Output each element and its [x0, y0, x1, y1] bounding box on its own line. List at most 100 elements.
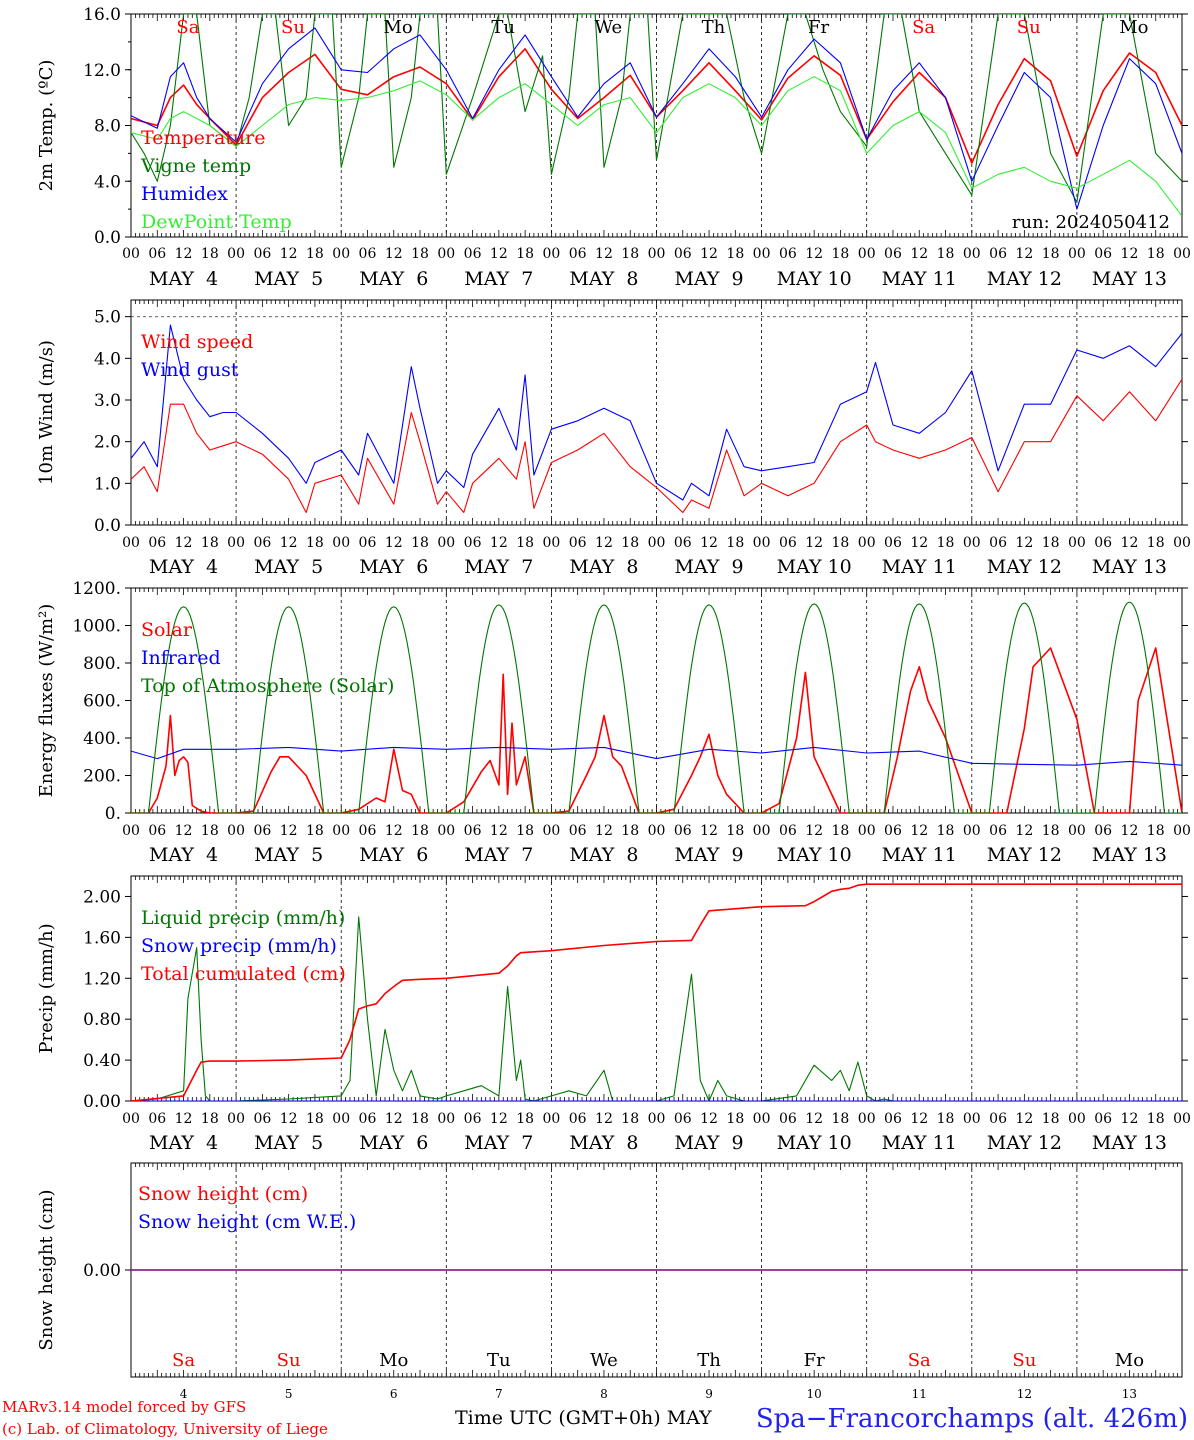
hour-label: 00 [648, 823, 666, 839]
hour-label: 12 [280, 1111, 298, 1127]
hour-label: 12 [1121, 246, 1139, 262]
hour-label: 12 [700, 535, 718, 551]
date-label: MAY 11 [882, 1132, 957, 1154]
hour-label: 06 [359, 1111, 377, 1127]
day-number-label: 6 [390, 1387, 398, 1401]
hour-label: 00 [437, 246, 455, 262]
hour-label: 12 [910, 535, 928, 551]
hour-label: 12 [910, 823, 928, 839]
legend-entry-temperature: Temperature [141, 127, 265, 149]
hour-label: 06 [1094, 535, 1112, 551]
hour-label: 12 [175, 1111, 193, 1127]
hour-label: 00 [1068, 246, 1086, 262]
date-label: MAY 8 [569, 1132, 638, 1154]
hour-label: 18 [306, 1111, 324, 1127]
y-tick-label: 0. [105, 804, 121, 824]
panel-1: 0.0 4.0 8.0 12.0 16.0 2m Temp. (ºC) Temperatur… [36, 5, 1191, 290]
date-label: MAY 5 [254, 556, 323, 578]
y-axis-label: 10m Wind (m/s) [36, 340, 57, 485]
y-tick-label: 4.0 [94, 349, 121, 369]
day-number-label: 8 [600, 1387, 608, 1401]
date-label: MAY 11 [882, 268, 957, 290]
date-label: MAY 8 [569, 844, 638, 866]
hour-label: 12 [910, 246, 928, 262]
y-tick-label: 16.0 [83, 5, 121, 25]
date-label: MAY 13 [1092, 844, 1167, 866]
run-label: run: 2024050412 [1012, 212, 1170, 233]
hour-label: 00 [542, 823, 560, 839]
hour-label: 12 [490, 246, 508, 262]
hour-label: 12 [805, 1111, 823, 1127]
hour-label: 12 [1015, 246, 1033, 262]
hour-label: 06 [989, 823, 1007, 839]
hour-label: 12 [490, 823, 508, 839]
date-label: MAY 12 [987, 844, 1062, 866]
date-label: MAY 9 [674, 556, 743, 578]
hour-label: 00 [858, 1111, 876, 1127]
legend-entry-total-cumulated-cm: Total cumulated (cm) [141, 963, 346, 985]
hour-label: 06 [779, 246, 797, 262]
date-label: MAY 8 [569, 268, 638, 290]
hour-label: 00 [122, 246, 140, 262]
date-label: MAY 6 [359, 268, 428, 290]
hour-label: 00 [1068, 1111, 1086, 1127]
hour-label: 12 [385, 535, 403, 551]
credit-line-1: MARv3.14 model forced by GFS [2, 1398, 246, 1416]
plot-frame [130, 299, 1183, 526]
hour-label: 00 [437, 535, 455, 551]
hour-label: 18 [726, 823, 744, 839]
y-tick-label: 600. [83, 692, 121, 712]
hour-label: 18 [1147, 823, 1165, 839]
hour-label: 00 [963, 535, 981, 551]
hour-label: 18 [306, 246, 324, 262]
weekday-label: Su [1012, 1350, 1036, 1371]
y-tick-label: 8.0 [94, 117, 121, 137]
y-tick-label: 1.20 [83, 969, 121, 989]
hour-label: 12 [280, 823, 298, 839]
hour-label: 18 [937, 246, 955, 262]
hour-label: 12 [700, 823, 718, 839]
hour-label: 12 [595, 246, 613, 262]
hour-label: 00 [122, 823, 140, 839]
hour-label: 00 [963, 823, 981, 839]
hour-label: 18 [201, 535, 219, 551]
series-group [131, 324, 1182, 514]
y-tick-label: 5.0 [94, 308, 121, 328]
hour-label: 12 [595, 535, 613, 551]
hour-label: 00 [963, 246, 981, 262]
series-line-vigne-temp [131, 14, 1182, 203]
legend-entry-vigne-temp: Vigne temp [140, 155, 251, 177]
hour-label: 18 [201, 246, 219, 262]
date-label: MAY 7 [464, 556, 533, 578]
hour-label: 00 [858, 535, 876, 551]
panel-2: 0.0 1.0 2.0 3.0 4.0 5.0 10m Wind (m/s) Wind spe… [36, 299, 1191, 578]
hour-label: 00 [753, 535, 771, 551]
y-tick-label: 4.0 [94, 172, 121, 192]
hour-label: 18 [1042, 1111, 1060, 1127]
hour-label: 00 [227, 823, 245, 839]
hour-label: 06 [989, 1111, 1007, 1127]
hour-label: 00 [227, 1111, 245, 1127]
hour-label: 06 [148, 1111, 166, 1127]
hour-label: 06 [253, 246, 271, 262]
hour-label: 00 [542, 246, 560, 262]
hour-label: 06 [779, 1111, 797, 1127]
y-tick-label: 200. [83, 767, 121, 787]
date-label: MAY 13 [1092, 556, 1167, 578]
date-label: MAY 10 [777, 844, 852, 866]
legend-entry-liquid-precip-mm-h: Liquid precip (mm/h) [141, 907, 345, 929]
hour-label: 18 [516, 823, 534, 839]
hour-label: 00 [122, 1111, 140, 1127]
weekday-label: Sa [912, 17, 935, 38]
y-tick-label: 0.0 [94, 228, 121, 248]
hour-label: 06 [884, 246, 902, 262]
hour-label: 12 [280, 535, 298, 551]
hour-label: 12 [910, 1111, 928, 1127]
day-number-label: 4 [180, 1387, 188, 1401]
hour-label: 12 [1121, 1111, 1139, 1127]
legend-entry-humidex: Humidex [141, 183, 228, 205]
hour-label: 12 [1015, 1111, 1033, 1127]
hour-label: 18 [937, 535, 955, 551]
hour-label: 12 [805, 246, 823, 262]
